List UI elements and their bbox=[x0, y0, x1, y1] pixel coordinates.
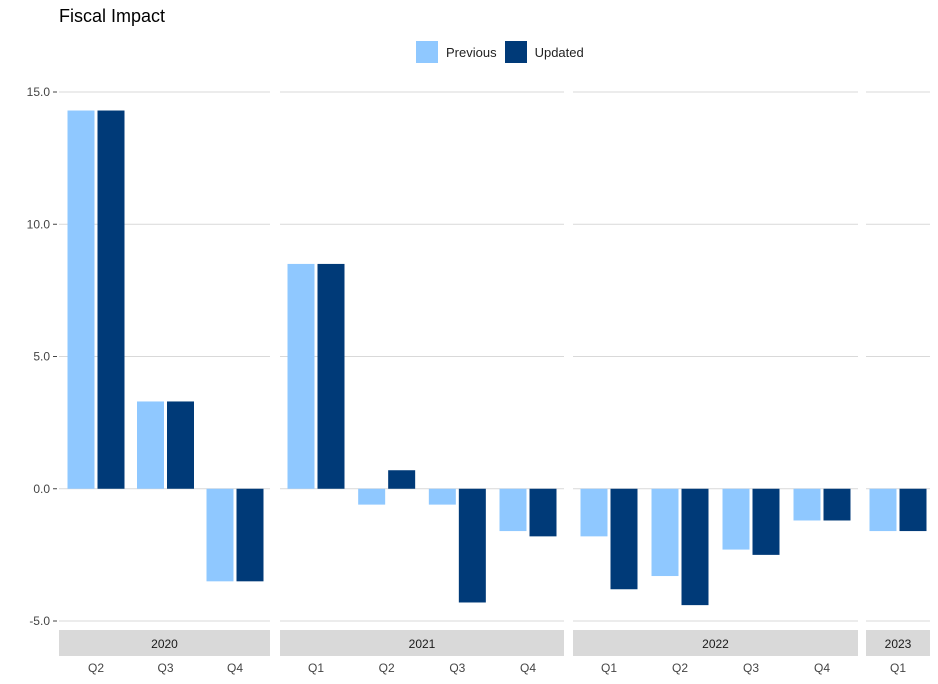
legend-swatch-updated bbox=[504, 41, 527, 63]
bar-updated-2023-q1 bbox=[899, 488, 927, 532]
legend-item-previous: Previous bbox=[416, 41, 497, 63]
y-tick-label: 0.0 bbox=[33, 482, 50, 496]
chart-title: Fiscal Impact bbox=[59, 6, 166, 26]
y-tick-label: 5.0 bbox=[33, 350, 50, 364]
x-tick-label: Q2 bbox=[88, 661, 104, 675]
bar-previous-2020-q2 bbox=[67, 110, 95, 489]
legend-label-updated: Updated bbox=[534, 44, 584, 60]
x-tick-label: Q2 bbox=[379, 661, 395, 675]
facet-strip bbox=[59, 630, 270, 656]
facet-strip bbox=[573, 630, 858, 656]
bar-previous-2022-q4 bbox=[793, 488, 821, 521]
bar-updated-2021-q3 bbox=[458, 488, 486, 603]
bar-previous-2021-q4 bbox=[499, 488, 527, 532]
bar-updated-2022-q4 bbox=[823, 488, 851, 521]
bar-previous-2020-q3 bbox=[137, 401, 164, 489]
bar-previous-2021-q3 bbox=[428, 488, 456, 505]
x-tick-label: Q2 bbox=[672, 661, 688, 675]
x-tick-label: Q3 bbox=[157, 661, 173, 675]
bar-updated-2021-q1 bbox=[317, 263, 345, 489]
x-tick-label: Q4 bbox=[814, 661, 830, 675]
bar-previous-2021-q1 bbox=[287, 263, 315, 489]
bar-updated-2022-q1 bbox=[610, 488, 638, 590]
bar-previous-2023-q1 bbox=[869, 488, 897, 532]
facet-label: 2022 bbox=[702, 637, 729, 651]
x-tick-label: Q1 bbox=[308, 661, 324, 675]
facet-strip bbox=[866, 630, 930, 656]
facet-label: 2021 bbox=[409, 637, 436, 651]
legend: Previous Updated bbox=[416, 41, 592, 63]
facet-strip bbox=[280, 630, 564, 656]
legend-label-previous: Previous bbox=[446, 44, 497, 60]
x-tick-label: Q3 bbox=[743, 661, 759, 675]
bar-updated-2020-q3 bbox=[167, 401, 194, 489]
bar-updated-2021-q2 bbox=[388, 470, 416, 489]
bar-previous-2021-q2 bbox=[358, 488, 386, 505]
bar-updated-2020-q4 bbox=[236, 488, 264, 582]
bar-updated-2020-q2 bbox=[97, 110, 125, 489]
x-tick-label: Q1 bbox=[890, 661, 906, 675]
bar-updated-2022-q2 bbox=[681, 488, 709, 606]
facet-label: 2023 bbox=[885, 637, 912, 651]
x-tick-label: Q1 bbox=[601, 661, 617, 675]
bar-previous-2022-q2 bbox=[651, 488, 679, 577]
legend-item-updated: Updated bbox=[504, 41, 584, 63]
bar-previous-2022-q1 bbox=[580, 488, 608, 537]
y-tick-label: -5.0 bbox=[29, 614, 50, 628]
x-tick-label: Q4 bbox=[227, 661, 243, 675]
x-tick-label: Q3 bbox=[449, 661, 465, 675]
facet-label: 2020 bbox=[151, 637, 178, 651]
y-tick-label: 10.0 bbox=[27, 217, 51, 231]
bar-updated-2022-q3 bbox=[752, 488, 780, 555]
bar-previous-2020-q4 bbox=[206, 488, 234, 582]
legend-swatch-previous bbox=[416, 41, 438, 63]
bar-previous-2022-q3 bbox=[722, 488, 750, 550]
y-tick-label: 15.0 bbox=[27, 85, 51, 99]
bar-updated-2021-q4 bbox=[529, 488, 557, 537]
x-tick-label: Q4 bbox=[520, 661, 536, 675]
